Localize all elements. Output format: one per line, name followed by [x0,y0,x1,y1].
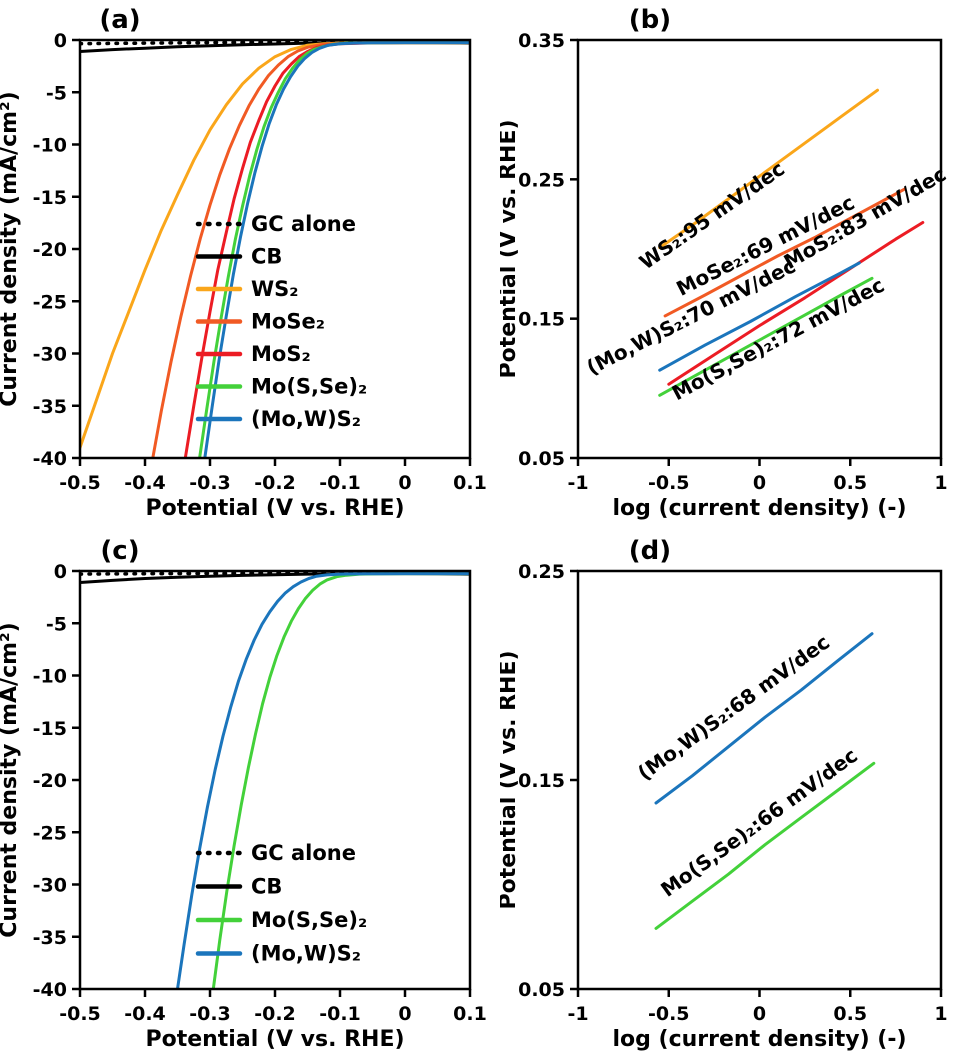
x-tick-label: -0.3 [189,1003,231,1025]
y-axis-label: Current density (mA/cm²) [0,622,22,937]
tafel-slope-annotation: (Mo,W)S₂:68 mV/dec [633,630,834,785]
panel-b-tafel-chart: -1 -0.5 0 0.5 1 0.05 0.15 0.25 0.35 log (current … [500,5,950,521]
y-tick-label: -35 [33,927,67,949]
y-tick-label: -20 [33,239,67,261]
series-group [658,88,925,397]
y-tick-label: -15 [33,718,67,740]
y-tick-label: -15 [33,187,67,209]
x-tick-label: -0.2 [254,1003,296,1025]
panel-d-tafel-chart: -1 -0.5 0 0.5 1 0.05 0.15 0.25 log (current dens… [500,536,948,1052]
x-tick-label: 1 [934,472,947,494]
x-tick-label: 0.1 [453,472,487,494]
x-tick-label: -0.3 [189,472,231,494]
legend-label: Mo(S,Se)₂ [251,375,367,399]
y-tick-label: -40 [33,448,67,470]
x-axis-label: log (current density) (-) [612,496,906,521]
x-tick-label: -0.4 [124,1003,166,1025]
legend-label: CB [251,875,282,899]
series-group [654,632,876,930]
y-tick-label: 0.15 [518,309,565,331]
legend-label: Mo(S,Se)₂ [251,908,367,932]
y-tick-label: -25 [33,291,67,313]
x-tick-label: -0.5 [648,1003,690,1025]
legend-label: MoSe₂ [251,310,325,334]
y-tick-label: -35 [33,396,67,418]
tafel-slope-annotation: Mo(S,Se)₂:66 mV/dec [656,743,862,902]
y-tick-label: 0.15 [518,770,565,792]
series-line-MoSe₂ Tafel [663,187,907,318]
panel-label: (b) [629,5,671,35]
panel-label: (d) [629,536,671,566]
x-axis-label: Potential (V vs. RHE) [145,1027,404,1052]
series-line-(Mo,W)S₂ [176,572,471,990]
legend-label: GC alone [251,212,356,236]
tafel-slope-annotation: Mo(S,Se)₂:72 mV/dec [668,273,888,405]
panel-a-polarization-chart: -0.5 -0.4 -0.3 -0.2 -0.1 0 0.1 0 -5 -10 -15 -20 -25 -… [0,5,487,521]
series-line-(Mo,W)S₂ Tafel [658,261,861,372]
x-tick-label: -0.5 [648,472,690,494]
x-tick-label: 0 [398,1003,411,1025]
series-line-(Mo,W)S₂ Tafel [654,632,874,805]
x-tick-label: 0 [398,472,411,494]
legend-label: MoS₂ [251,342,311,366]
y-tick-label: 0 [54,30,67,52]
y-tick-label: -10 [33,135,67,157]
y-tick-label: 0.25 [518,561,565,583]
x-tick-label: -0.5 [59,472,101,494]
y-axis-label: Current density (mA/cm²) [0,91,22,406]
x-tick-label: 1 [934,1003,947,1025]
panel-c-polarization-chart: -0.5 -0.4 -0.3 -0.2 -0.1 0 0.1 0 -5 -10 -15 -20 -25 -… [0,536,487,1052]
y-tick-label: 0.25 [518,169,565,191]
y-axis-label: Potential (V vs. RHE) [500,119,521,378]
series-line-Mo(S,Se)₂ Tafel [654,761,876,930]
x-tick-label: -0.4 [124,472,166,494]
x-tick-label: -1 [567,472,588,494]
y-tick-label: 0.05 [518,979,565,1001]
x-tick-label: 0 [753,472,766,494]
x-tick-label: 0.5 [833,472,867,494]
x-tick-label: 0.5 [833,1003,867,1025]
x-axis-label: log (current density) (-) [612,1027,906,1052]
y-tick-label: -5 [46,613,67,635]
y-axis-label: Potential (V vs. RHE) [500,650,521,909]
x-tick-label: 0 [753,1003,766,1025]
y-tick-label: 0.35 [518,30,565,52]
series-group [79,570,471,990]
series-line-Mo(S,Se)₂ Tafel [658,276,874,397]
x-tick-label: -1 [567,1003,588,1025]
y-tick-label: -10 [33,666,67,688]
y-tick-label: -5 [46,82,67,104]
plot-frame [576,569,943,991]
y-tick-label: 0.05 [518,448,565,470]
x-tick-label: -0.1 [319,472,361,494]
series-group [79,39,471,459]
x-tick-label: -0.5 [59,1003,101,1025]
series-line-WS₂ Tafel [658,88,879,250]
x-tick-label: -0.1 [319,1003,361,1025]
legend-label: (Mo,W)S₂ [251,942,361,966]
x-tick-label: 0.1 [453,1003,487,1025]
legend-label: CB [251,245,282,269]
y-tick-label: 0 [54,561,67,583]
y-tick-label: -40 [33,979,67,1001]
y-tick-label: -25 [33,822,67,844]
panel-label: (a) [99,5,140,35]
legend-label: GC alone [251,841,356,865]
y-tick-label: -30 [33,344,67,366]
y-tick-label: -20 [33,770,67,792]
legend-label: WS₂ [251,277,299,301]
series-line-MoS₂ Tafel [667,221,925,386]
legend-label: (Mo,W)S₂ [251,407,361,431]
y-tick-label: -30 [33,875,67,897]
panel-label: (c) [100,536,139,566]
x-axis-label: Potential (V vs. RHE) [145,496,404,521]
x-tick-label: -0.2 [254,472,296,494]
